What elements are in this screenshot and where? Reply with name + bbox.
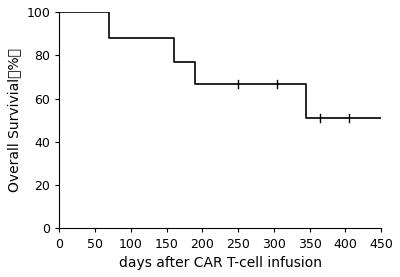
Y-axis label: Overall Survivial（%）: Overall Survivial（%）: [7, 48, 21, 192]
X-axis label: days after CAR T-cell infusion: days after CAR T-cell infusion: [119, 256, 322, 270]
